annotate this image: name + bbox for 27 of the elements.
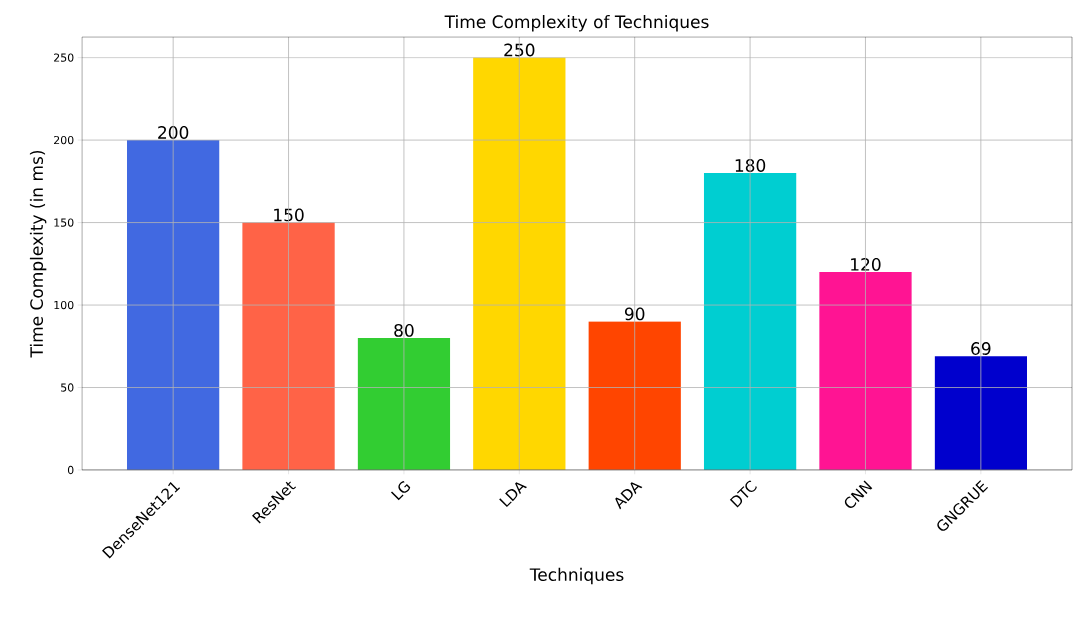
y-tick-label: 50 — [61, 383, 74, 392]
data-label: 90 — [624, 307, 645, 321]
data-label: 250 — [504, 43, 535, 57]
data-label: 69 — [971, 342, 991, 355]
bar — [357, 338, 451, 470]
bar — [242, 222, 335, 470]
x-tick-label: LG — [390, 481, 411, 501]
data-label: 200 — [158, 126, 189, 139]
y-tick-label: 100 — [54, 300, 74, 310]
x-tick-label: LDA — [499, 482, 527, 508]
data-label: 180 — [735, 159, 766, 172]
data-label: 150 — [274, 208, 304, 222]
chart-title: Time Complexity of Techniques — [444, 15, 709, 32]
x-axis-title: Techniques — [529, 567, 624, 585]
bar — [473, 57, 566, 470]
bar — [934, 356, 1027, 470]
y-tick-label: 0 — [67, 465, 74, 475]
bar — [127, 140, 220, 470]
bar — [819, 272, 912, 470]
y-tick-label: 150 — [54, 218, 74, 227]
data-label: 80 — [394, 323, 414, 337]
y-tick-label: 200 — [54, 135, 74, 145]
data-label: 120 — [851, 257, 881, 271]
y-tick-label: 250 — [54, 53, 74, 62]
bar — [703, 173, 797, 470]
y-axis-title: Time Complexity (in ms) — [29, 150, 47, 358]
bar — [588, 321, 681, 470]
